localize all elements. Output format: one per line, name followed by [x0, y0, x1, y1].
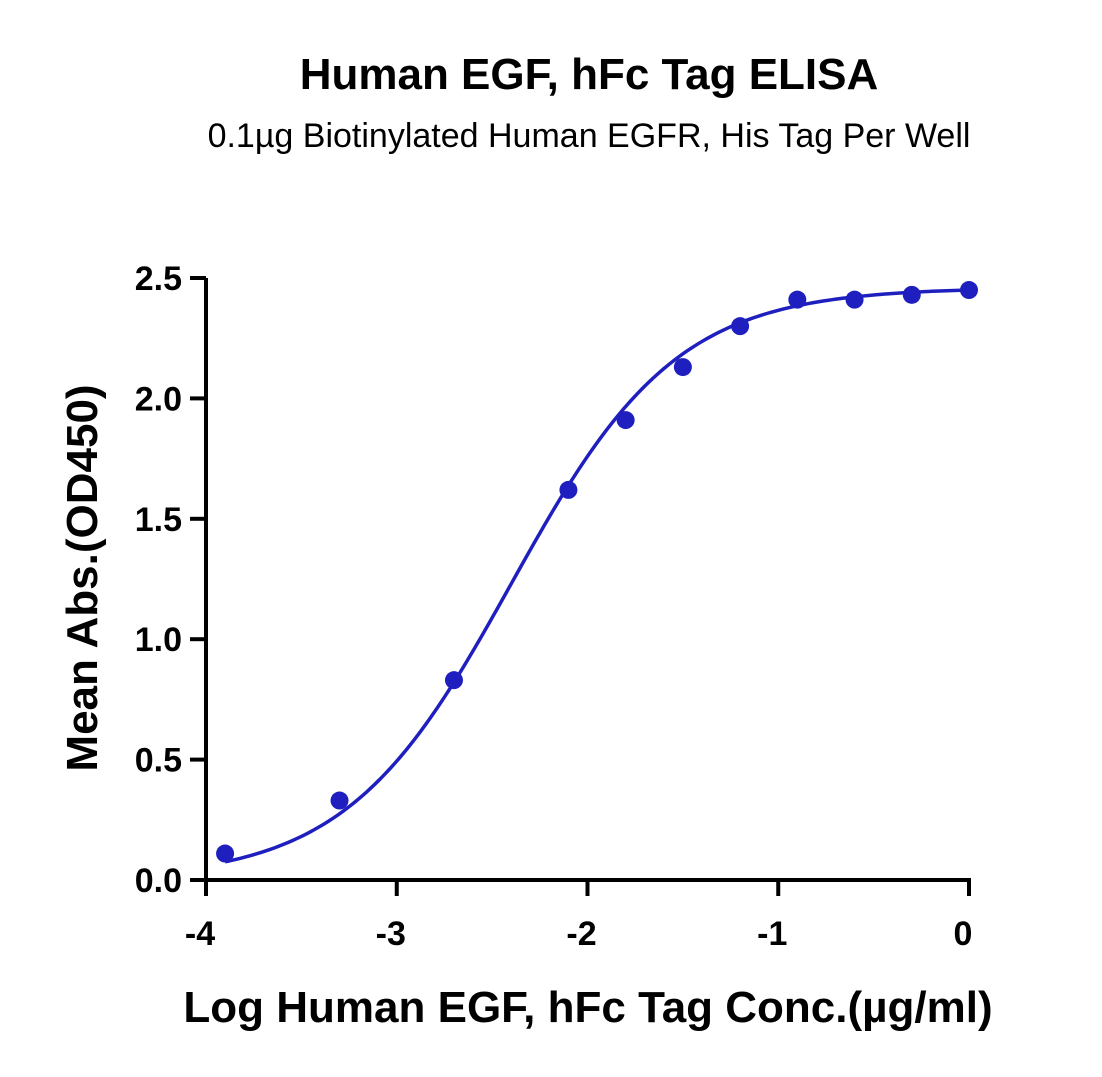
data-point: [731, 317, 750, 336]
y-tick-label: 0.0: [135, 862, 182, 900]
y-tick-label: 1.5: [135, 501, 182, 539]
x-tick-label: -2: [566, 915, 596, 953]
data-point: [788, 290, 807, 309]
data-point: [845, 290, 864, 309]
data-point: [330, 791, 349, 810]
x-tick-label: -3: [376, 915, 406, 953]
data-point: [960, 281, 978, 300]
data-point: [902, 285, 921, 304]
axes: [204, 278, 971, 882]
y-axis-title: Mean Abs.(OD450): [58, 384, 107, 771]
chart-subtitle: 0.1µg Biotinylated Human EGFR, His Tag P…: [207, 117, 971, 155]
x-axis-title: Log Human EGF, hFc Tag Conc.(µg/ml): [183, 983, 992, 1032]
ticks: 0.0 0.5 1.0 1.5 2.0 2.5 -4 -3 -2 -1 0: [135, 260, 973, 953]
y-tick-label: 0.5: [135, 742, 182, 780]
y-tick-label: 1.0: [135, 621, 182, 659]
y-tick-label: 2.5: [135, 260, 182, 298]
data-point: [673, 358, 692, 377]
x-tick-label: -4: [185, 915, 215, 953]
chart-title: Human EGF, hFc Tag ELISA: [299, 50, 879, 99]
x-tick-label: -1: [757, 915, 787, 953]
x-tick-label: 0: [954, 915, 973, 953]
y-tick-label: 2.0: [135, 380, 182, 418]
data-point: [444, 671, 463, 690]
data-point: [559, 480, 578, 499]
data-points: [216, 281, 978, 863]
data-point: [216, 844, 235, 863]
data-point: [616, 411, 635, 430]
fit-curve: [224, 288, 970, 864]
